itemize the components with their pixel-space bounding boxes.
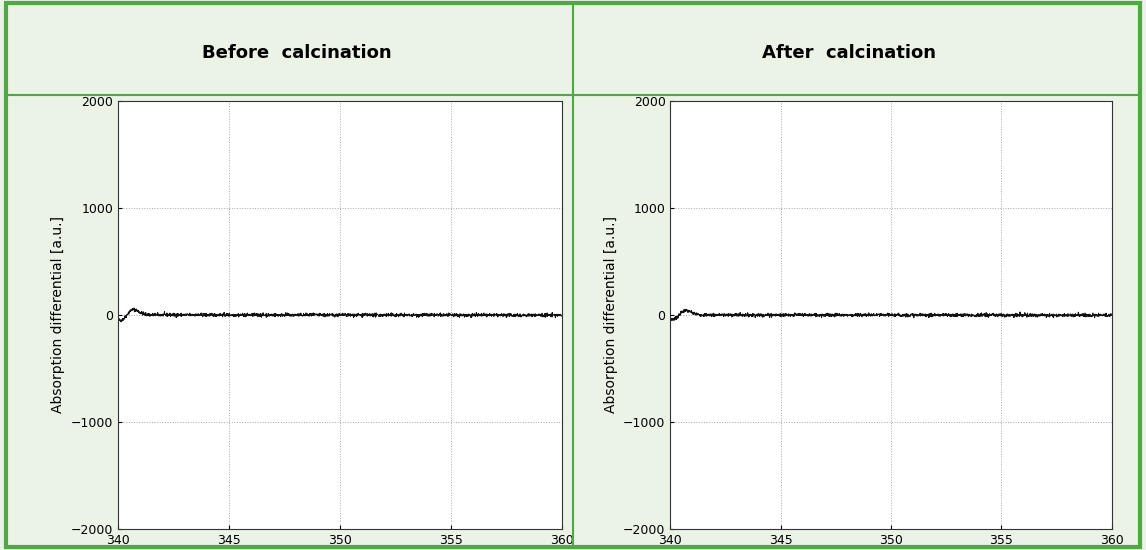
Text: After  calcination: After calcination [762, 43, 936, 62]
Y-axis label: Absorption differential [a.u.]: Absorption differential [a.u.] [604, 216, 618, 414]
Y-axis label: Absorption differential [a.u.]: Absorption differential [a.u.] [52, 216, 65, 414]
Text: Before  calcination: Before calcination [202, 43, 392, 62]
